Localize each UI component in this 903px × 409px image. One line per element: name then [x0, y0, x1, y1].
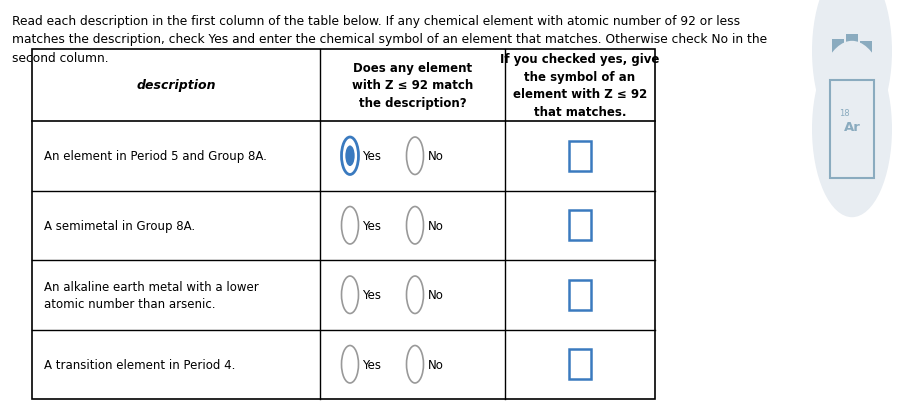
- Text: No: No: [427, 358, 442, 371]
- Bar: [568, 280, 591, 310]
- Ellipse shape: [811, 0, 891, 140]
- Bar: [568, 142, 591, 171]
- Ellipse shape: [811, 42, 891, 218]
- Text: Yes: Yes: [362, 358, 381, 371]
- Bar: [845, 35, 857, 65]
- Text: An alkaline earth metal with a lower
atomic number than arsenic.: An alkaline earth metal with a lower ato…: [44, 280, 258, 310]
- Text: If you checked yes, give
the symbol of an
element with Z ≤ 92
that matches.: If you checked yes, give the symbol of a…: [499, 53, 659, 119]
- Bar: [568, 349, 591, 379]
- Ellipse shape: [345, 146, 354, 166]
- Text: No: No: [427, 288, 442, 301]
- Text: Ar: Ar: [842, 121, 860, 134]
- Text: description: description: [136, 79, 216, 92]
- Text: A semimetal in Group 8A.: A semimetal in Group 8A.: [44, 219, 195, 232]
- Text: Yes: Yes: [362, 219, 381, 232]
- Text: A transition element in Period 4.: A transition element in Period 4.: [44, 358, 235, 371]
- Text: Yes: Yes: [362, 150, 381, 163]
- Text: Read each description in the first column of the table below. If any chemical el: Read each description in the first colum…: [12, 15, 767, 65]
- Text: No: No: [427, 219, 442, 232]
- Text: Does any element
with Z ≤ 92 match
the description?: Does any element with Z ≤ 92 match the d…: [351, 62, 472, 110]
- Bar: [568, 211, 591, 240]
- Bar: [829, 81, 873, 178]
- Text: 18: 18: [838, 109, 849, 118]
- Text: Yes: Yes: [362, 288, 381, 301]
- Text: An element in Period 5 and Group 8A.: An element in Period 5 and Group 8A.: [44, 150, 266, 163]
- Bar: [831, 40, 843, 60]
- Bar: [859, 42, 871, 58]
- Text: No: No: [427, 150, 442, 163]
